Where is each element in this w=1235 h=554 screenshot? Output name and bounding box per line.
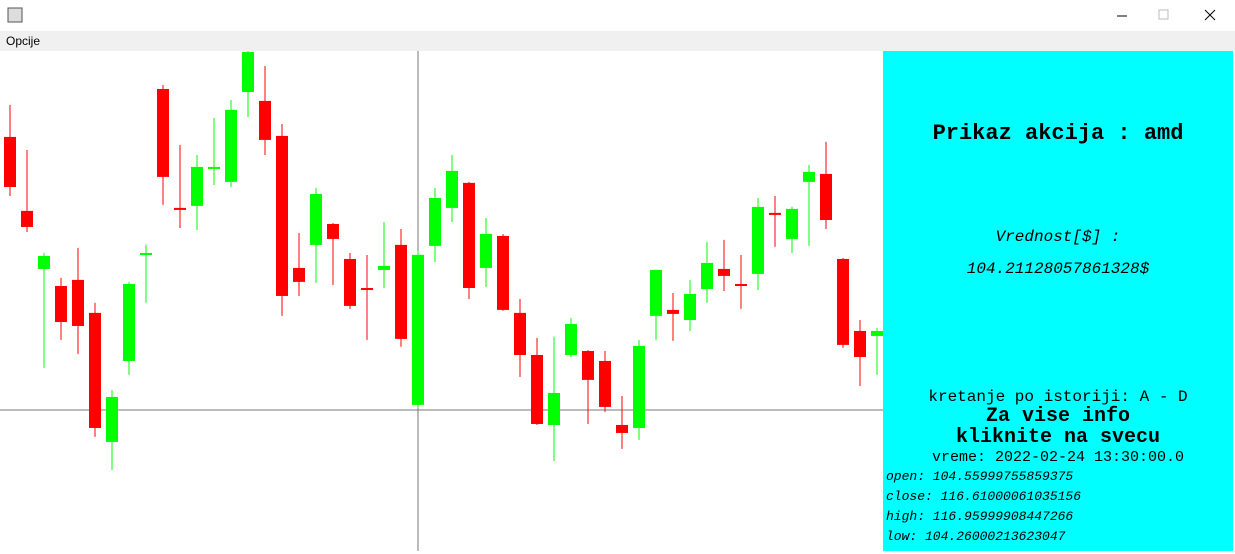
candle-body[interactable] bbox=[412, 254, 424, 405]
candle-body[interactable] bbox=[531, 354, 543, 424]
candle-body[interactable] bbox=[344, 258, 356, 306]
menu-bar: Opcije bbox=[0, 31, 1235, 51]
candle-body[interactable] bbox=[599, 360, 611, 407]
candle-body[interactable] bbox=[820, 173, 832, 220]
low-value: low: 104.26000213623047 bbox=[886, 529, 1066, 544]
candle-body[interactable] bbox=[327, 223, 339, 239]
candle-body[interactable] bbox=[225, 109, 237, 182]
candle-body[interactable] bbox=[140, 252, 152, 255]
info-hint: kliknite na svecu bbox=[955, 426, 1161, 449]
candle-body[interactable] bbox=[38, 255, 50, 269]
candle-body[interactable] bbox=[667, 309, 679, 314]
candle-body[interactable] bbox=[718, 268, 730, 276]
candle-body[interactable] bbox=[89, 312, 101, 428]
candle-body[interactable] bbox=[395, 244, 407, 339]
candle-body[interactable] bbox=[871, 330, 883, 336]
candle-body[interactable] bbox=[854, 330, 866, 357]
candle-body[interactable] bbox=[837, 258, 849, 345]
info-panel: Prikaz akcija : amd Vrednost[$] : 104.21… bbox=[883, 51, 1233, 551]
candle-body[interactable] bbox=[650, 269, 662, 316]
candle-body[interactable] bbox=[480, 233, 492, 268]
candle-body[interactable] bbox=[446, 170, 458, 208]
candle-body[interactable] bbox=[616, 424, 628, 433]
candle-body[interactable] bbox=[242, 51, 254, 92]
candle-body[interactable] bbox=[429, 197, 441, 246]
candle-body[interactable] bbox=[72, 279, 84, 326]
candle-body[interactable] bbox=[123, 284, 135, 361]
candle-body[interactable] bbox=[684, 293, 696, 320]
candle-body[interactable] bbox=[769, 212, 781, 215]
candle-body[interactable] bbox=[4, 136, 16, 187]
title-bar bbox=[0, 0, 1235, 31]
open-value: open: 104.55999755859375 bbox=[886, 469, 1074, 484]
candle-body[interactable] bbox=[157, 88, 169, 177]
candle-body[interactable] bbox=[463, 182, 475, 288]
app-icon bbox=[7, 7, 23, 23]
info-hint: Za vise info bbox=[985, 405, 1131, 428]
candle-body[interactable] bbox=[191, 166, 203, 206]
candle-body[interactable] bbox=[548, 392, 560, 425]
title-bar-icons bbox=[7, 7, 1216, 23]
value: 104.21128057861328$ bbox=[966, 260, 1150, 278]
candle-body[interactable] bbox=[582, 351, 594, 380]
candle-body[interactable] bbox=[106, 396, 118, 442]
candle-body[interactable] bbox=[497, 235, 509, 310]
candle-body[interactable] bbox=[565, 323, 577, 355]
candle-body[interactable] bbox=[786, 208, 798, 239]
candle-body[interactable] bbox=[752, 206, 764, 274]
value-label: Vrednost[$] : bbox=[995, 228, 1121, 246]
time: vreme: 2022-02-24 13:30:00.0 bbox=[931, 449, 1185, 466]
candle-body[interactable] bbox=[276, 135, 288, 296]
candle-body[interactable] bbox=[174, 207, 186, 210]
candle-body[interactable] bbox=[21, 210, 33, 227]
candle-body[interactable] bbox=[378, 265, 390, 270]
candle-body[interactable] bbox=[633, 345, 645, 428]
panel-title: Prikaz akcija : amd bbox=[932, 121, 1184, 146]
candle-body[interactable] bbox=[259, 100, 271, 140]
candle-body[interactable] bbox=[293, 267, 305, 282]
menu-item[interactable]: Opcije bbox=[6, 34, 41, 48]
maximize-button[interactable] bbox=[1158, 9, 1169, 20]
candlestick-chart bbox=[0, 51, 883, 551]
candle-body[interactable] bbox=[735, 284, 747, 287]
candle-body[interactable] bbox=[310, 193, 322, 245]
candle-body[interactable] bbox=[55, 285, 67, 322]
nav-hint: kretanje po istoriji: A - D bbox=[928, 388, 1188, 406]
close-button[interactable] bbox=[1204, 9, 1216, 21]
candle-body[interactable] bbox=[514, 312, 526, 355]
close-value: close: 116.61000061035156 bbox=[886, 489, 1082, 504]
candle-body[interactable] bbox=[803, 171, 815, 182]
candle-body[interactable] bbox=[361, 287, 373, 290]
candle-body[interactable] bbox=[701, 262, 713, 289]
candle-body[interactable] bbox=[208, 166, 220, 169]
high-value: high: 116.95999908447266 bbox=[886, 509, 1074, 524]
